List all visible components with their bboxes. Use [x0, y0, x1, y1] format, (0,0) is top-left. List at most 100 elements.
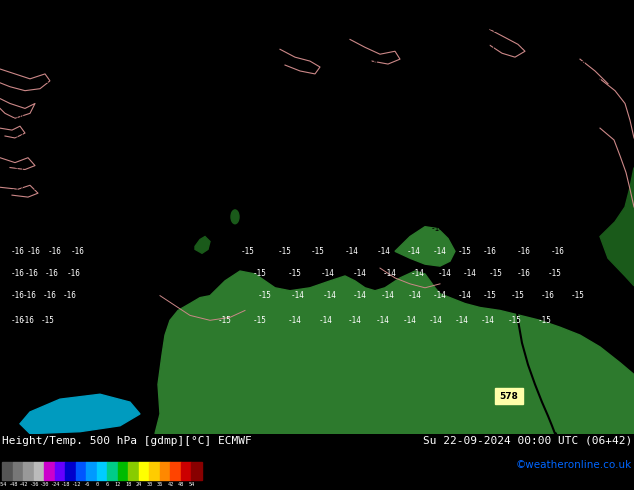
- Text: -18: -18: [83, 25, 97, 34]
- Text: -16: -16: [421, 167, 435, 176]
- Text: -15: -15: [218, 316, 232, 325]
- Text: -16: -16: [347, 96, 361, 105]
- Text: -16: -16: [517, 224, 531, 233]
- Bar: [118, 462, 128, 480]
- Text: -18: -18: [451, 25, 465, 34]
- Text: -17: -17: [585, 96, 599, 105]
- Bar: [86, 462, 97, 480]
- Text: -15: -15: [278, 247, 292, 256]
- Text: -12: -12: [71, 482, 81, 487]
- Text: -14: -14: [345, 247, 359, 256]
- Text: -17: -17: [11, 185, 25, 194]
- Polygon shape: [600, 168, 634, 286]
- Text: -16: -16: [67, 270, 81, 278]
- Text: -17: -17: [483, 131, 497, 141]
- Text: -16: -16: [327, 114, 341, 123]
- Text: -17: -17: [381, 96, 395, 105]
- Text: -18: -18: [81, 61, 95, 70]
- Text: -14: -14: [411, 270, 425, 278]
- Text: -15: -15: [295, 167, 309, 176]
- Text: -16: -16: [485, 224, 499, 233]
- Text: -16: -16: [465, 185, 479, 194]
- Text: -14: -14: [353, 291, 367, 300]
- Text: -17: -17: [555, 114, 569, 123]
- Text: -15: -15: [333, 204, 347, 214]
- Text: -15: -15: [175, 167, 189, 176]
- Text: -15: -15: [253, 316, 267, 325]
- Text: -17: -17: [497, 185, 511, 194]
- Text: -17: -17: [507, 149, 521, 158]
- Text: -14: -14: [403, 316, 417, 325]
- Text: -16: -16: [575, 149, 589, 158]
- Text: -15: -15: [131, 131, 145, 141]
- Text: -16: -16: [549, 167, 563, 176]
- Text: -18: -18: [337, 25, 351, 34]
- Text: -18: -18: [301, 7, 315, 16]
- Text: -16: -16: [31, 204, 45, 214]
- Text: -15: -15: [301, 224, 315, 233]
- Text: -17: -17: [149, 61, 163, 70]
- Text: -15: -15: [311, 247, 325, 256]
- Text: -16: -16: [45, 270, 59, 278]
- Text: -15: -15: [345, 185, 359, 194]
- Polygon shape: [200, 369, 570, 434]
- Text: -17: -17: [43, 96, 57, 105]
- Text: -15: -15: [167, 185, 181, 194]
- Text: -14: -14: [463, 270, 477, 278]
- Text: -16: -16: [551, 224, 565, 233]
- Text: -14: -14: [377, 247, 391, 256]
- Text: -16: -16: [11, 204, 25, 214]
- Text: -14: -14: [438, 270, 452, 278]
- Text: -17: -17: [613, 7, 627, 16]
- Text: -18: -18: [11, 96, 25, 105]
- Text: ©weatheronline.co.uk: ©weatheronline.co.uk: [515, 460, 632, 470]
- Text: -15: -15: [146, 167, 160, 176]
- Bar: [495, 388, 523, 404]
- Text: -17: -17: [488, 114, 502, 123]
- Text: -16: -16: [11, 316, 25, 325]
- Text: -16: -16: [199, 114, 213, 123]
- Text: -16: -16: [357, 167, 371, 176]
- Text: -17: -17: [568, 25, 582, 34]
- Text: -16: -16: [27, 247, 41, 256]
- Text: -16: -16: [167, 114, 181, 123]
- Text: -18: -18: [45, 78, 59, 87]
- Text: -16: -16: [541, 291, 555, 300]
- Text: -17: -17: [261, 43, 275, 52]
- Text: Su 22-09-2024 00:00 UTC (06+42): Su 22-09-2024 00:00 UTC (06+42): [423, 436, 632, 446]
- Text: -16: -16: [55, 204, 69, 214]
- Text: -18: -18: [375, 25, 389, 34]
- Text: -16: -16: [326, 167, 340, 176]
- Text: -15: -15: [288, 270, 302, 278]
- Text: -17: -17: [483, 43, 497, 52]
- Text: -16: -16: [443, 149, 457, 158]
- Text: -16: -16: [48, 247, 62, 256]
- Bar: [75, 462, 86, 480]
- Text: -16: -16: [43, 291, 57, 300]
- Text: -18: -18: [225, 43, 239, 52]
- Text: -14: -14: [321, 270, 335, 278]
- Text: -16: -16: [391, 114, 405, 123]
- Text: -16: -16: [359, 114, 373, 123]
- Text: -18: -18: [188, 25, 202, 34]
- Bar: [13, 462, 23, 480]
- Text: -17: -17: [11, 131, 25, 141]
- Text: -18: -18: [11, 61, 25, 70]
- Text: -16: -16: [11, 270, 25, 278]
- Text: -18: -18: [489, 25, 503, 34]
- Text: -17: -17: [553, 43, 567, 52]
- Text: -15: -15: [263, 204, 277, 214]
- Text: -16: -16: [449, 96, 463, 105]
- Bar: [139, 462, 150, 480]
- Text: -17: -17: [11, 167, 25, 176]
- Polygon shape: [395, 227, 455, 266]
- Text: -16: -16: [523, 204, 537, 214]
- Text: -15: -15: [205, 167, 219, 176]
- Text: -17: -17: [317, 78, 331, 87]
- Text: -17: -17: [573, 61, 587, 70]
- Text: -16: -16: [555, 204, 569, 214]
- Text: -16: -16: [259, 131, 273, 141]
- Bar: [191, 462, 202, 480]
- Text: -17: -17: [11, 149, 25, 158]
- Text: 24: 24: [136, 482, 142, 487]
